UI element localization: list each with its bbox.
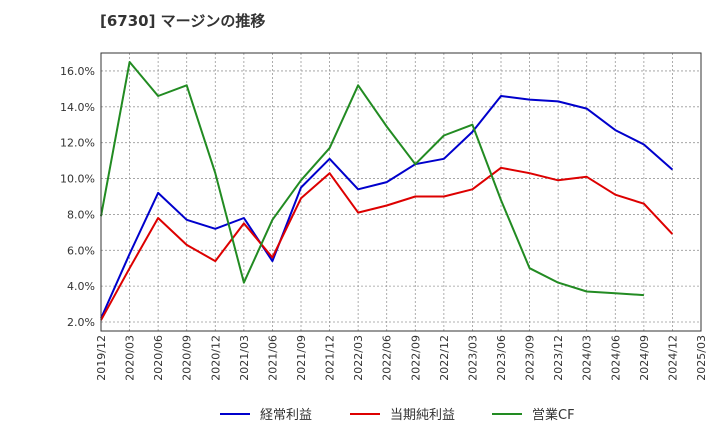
x-tick-label: 2021/03: [238, 335, 251, 381]
x-tick-labels: 2019/12 2020/03 2020/06 2020/09 2020/12 2021/…: [95, 335, 708, 381]
chart-title: [6730] マージンの推移: [100, 12, 266, 30]
y-tick-label: 14.0%: [60, 101, 95, 114]
y-tick-label: 10.0%: [60, 173, 95, 186]
legend: 経常利益 当期純利益 営業CF: [220, 407, 575, 423]
y-tick-label: 4.0%: [67, 280, 95, 293]
legend-label: 営業CF: [532, 407, 575, 423]
x-tick-label: 2022/03: [352, 335, 365, 381]
x-tick-label: 2023/06: [495, 335, 508, 381]
y-tick-label: 12.0%: [60, 137, 95, 150]
x-tick-label: 2021/12: [324, 335, 337, 381]
plot-frame: [100, 52, 702, 332]
series-lines: [100, 61, 674, 321]
series-line: [100, 166, 674, 321]
grid-lines: [101, 53, 701, 331]
y-tick-labels: 2.0% 4.0% 6.0% 8.0% 10.0% 12.0% 14.0% 16.0%: [60, 65, 95, 329]
legend-label: 当期純利益: [390, 408, 455, 423]
x-tick-label: 2024/06: [609, 335, 622, 381]
series-line: [100, 95, 674, 319]
y-tick-label: 6.0%: [67, 244, 95, 257]
x-tick-label: 2020/12: [209, 335, 222, 381]
x-tick-label: 2020/09: [181, 335, 194, 381]
x-tick-label: 2022/09: [409, 335, 422, 381]
x-tick-label: 2024/09: [638, 335, 651, 381]
x-tick-label: 2021/06: [266, 335, 279, 381]
x-tick-label: 2024/12: [666, 335, 679, 381]
y-tick-label: 8.0%: [67, 208, 95, 221]
y-tick-label: 2.0%: [67, 316, 95, 329]
x-tick-label: 2023/09: [524, 335, 537, 381]
x-tick-label: 2023/03: [466, 335, 479, 381]
x-tick-label: 2024/03: [581, 335, 594, 381]
x-tick-label: 2022/06: [381, 335, 394, 381]
legend-label: 経常利益: [260, 408, 312, 423]
y-tick-label: 16.0%: [60, 65, 95, 78]
x-tick-label: 2020/03: [124, 335, 137, 381]
x-tick-label: 2023/12: [552, 335, 565, 381]
series-line: [100, 61, 644, 297]
x-tick-label: 2019/12: [95, 335, 108, 381]
x-tick-label: 2022/12: [438, 335, 451, 381]
x-tick-label: 2021/09: [295, 335, 308, 381]
x-tick-label: 2025/03: [695, 335, 708, 381]
x-tick-label: 2020/06: [152, 335, 165, 381]
